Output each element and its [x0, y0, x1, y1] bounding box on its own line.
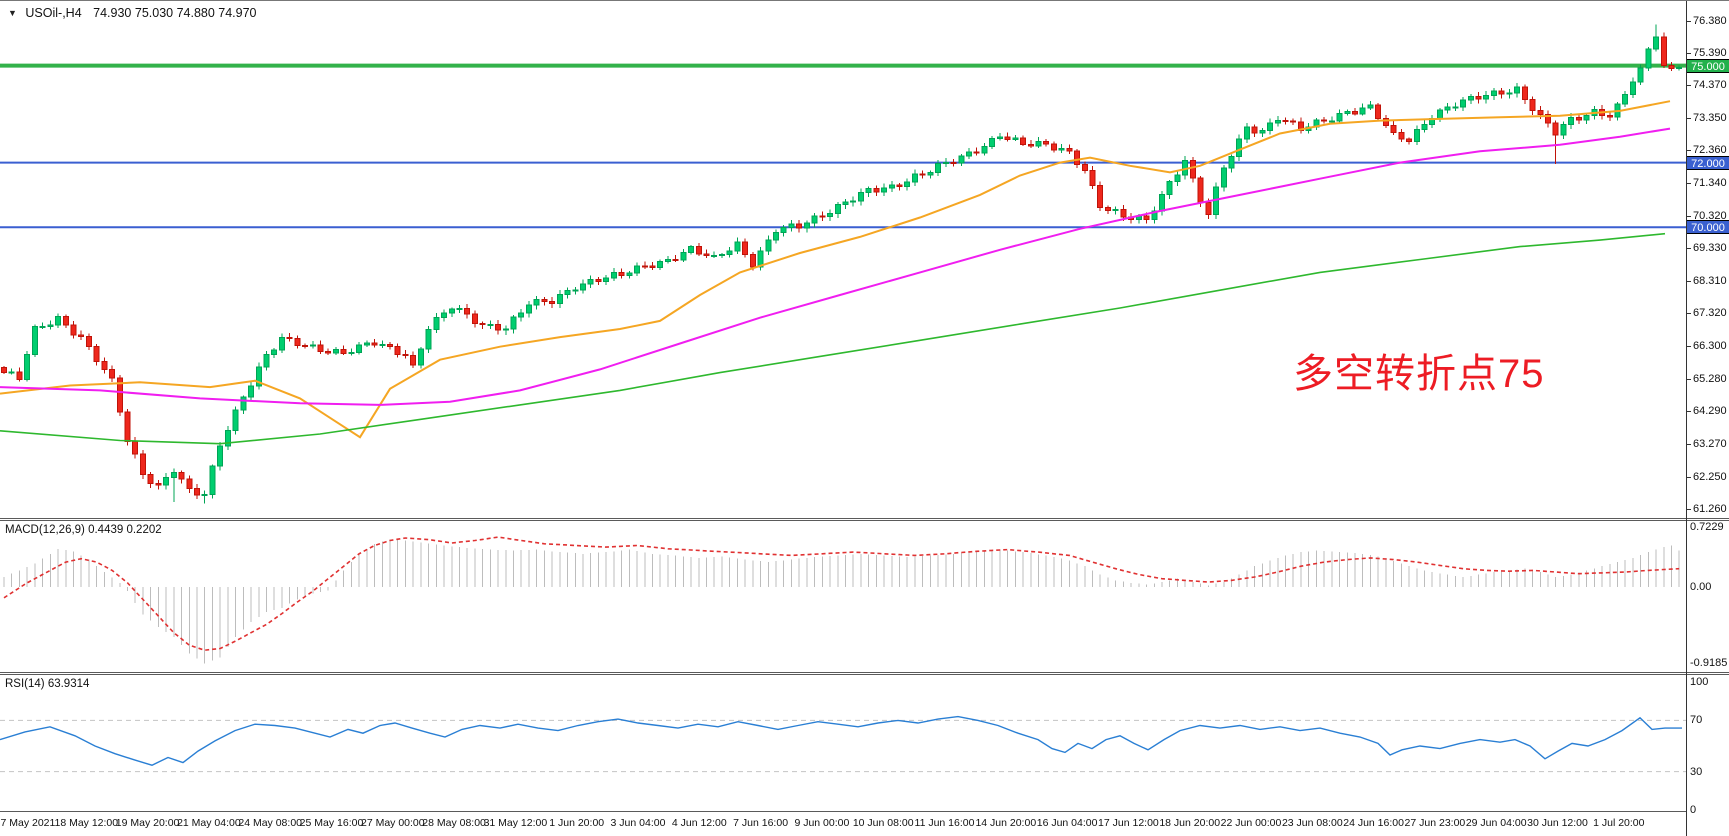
time-axis-label: 18 Jun 20:00 [1159, 817, 1221, 829]
time-axis-label: 29 Jun 04:00 [1465, 817, 1527, 829]
price-tick-label: 72.360 [1687, 144, 1727, 157]
time-axis-label: 28 May 08:00 [422, 817, 486, 829]
time-axis-label: 23 Jun 08:00 [1281, 817, 1343, 829]
time-axis-label: 19 May 20:00 [115, 817, 180, 829]
pane-separator[interactable] [0, 518, 1686, 521]
price-tick-label: 70.320 [1687, 210, 1727, 223]
time-axis-label: 22 Jun 00:00 [1220, 817, 1282, 829]
symbol-period-label: USOil-,H4 [25, 6, 82, 20]
time-axis-label: 21 May 04:00 [177, 817, 241, 829]
rsi-axis-label: 30 [1690, 765, 1703, 778]
chart-plots: ▼ USOil-,H4 74.930 75.030 74.880 74.970 … [0, 1, 1686, 836]
time-axis-label: 25 May 16:00 [299, 817, 364, 829]
pane-separator[interactable] [0, 672, 1686, 675]
rsi-label: RSI(14) 63.9314 [5, 678, 90, 690]
time-axis-label: 18 May 12:00 [54, 817, 119, 829]
macd-axis-label: -0.9185 [1690, 657, 1728, 670]
price-tick-label: 71.340 [1687, 177, 1727, 190]
price-tick-label: 62.250 [1687, 471, 1727, 484]
time-axis-label: 9 Jun 00:00 [794, 817, 850, 829]
time-axis-label: 3 Jun 04:00 [610, 817, 666, 829]
rsi-axis-label: 0 [1690, 804, 1697, 816]
gutter-separator [1687, 672, 1729, 675]
time-axis-label: 4 Jun 12:00 [671, 817, 727, 829]
time-axis-label: 27 Jun 23:00 [1404, 817, 1466, 829]
macd-axis-label: 0.00 [1690, 581, 1712, 593]
time-axis[interactable]: 17 May 2021 18 May 12:00 19 May 20:00 21 Ma… [0, 811, 1686, 836]
macd-signal-line [3, 536, 1680, 652]
rsi-axis-label: 70 [1690, 714, 1703, 727]
time-axis-label: 16 Jun 04:00 [1036, 817, 1098, 829]
price-axis[interactable]: 76.380 75.390 74.370 73.350 72.360 71.340 70.3… [1686, 1, 1729, 836]
annotation-text[interactable]: 多空转折点75 [1293, 352, 1545, 396]
price-tick-label: 61.260 [1687, 503, 1727, 516]
rsi-axis-label: 100 [1690, 676, 1709, 688]
time-axis-label: 7 Jun 16:00 [733, 817, 789, 829]
price-tick-label: 68.310 [1687, 275, 1727, 288]
time-axis-label: 17 May 2021 [0, 817, 56, 829]
time-axis-label: 24 Jun 16:00 [1343, 817, 1404, 829]
candles [1, 24, 1683, 504]
macd-axis-label: 0.7229 [1690, 520, 1724, 533]
price-tick-label: 74.370 [1687, 79, 1727, 92]
ohlc-values: 74.930 75.030 74.880 74.970 [93, 6, 257, 20]
price-line-badge: 72.000 [1687, 155, 1729, 170]
time-axis-label: 17 Jun 12:00 [1098, 817, 1159, 829]
price-tick-label: 64.290 [1687, 405, 1727, 418]
price-tick-label: 66.300 [1687, 340, 1727, 353]
price-tick-label: 63.270 [1687, 438, 1727, 451]
time-axis-label: 27 May 00:00 [360, 817, 425, 829]
time-axis-label: 10 Jun 08:00 [852, 817, 914, 829]
rsi-pane[interactable]: RSI(14) 63.9314 [0, 675, 1686, 811]
price-tick-label: 67.320 [1687, 307, 1727, 320]
price-line-badge: 75.000 [1687, 58, 1729, 73]
time-axis-label: 1 Jun 20:00 [549, 817, 605, 829]
gutter-separator [1687, 518, 1729, 521]
time-axis-label: 24 May 08:00 [238, 817, 303, 829]
time-axis-label: 31 May 12:00 [483, 817, 548, 829]
price-tick-label: 69.330 [1687, 242, 1727, 255]
rsi-line [0, 715, 1682, 766]
price-line-badge: 70.000 [1687, 220, 1729, 235]
chart-title: ▼ USOil-,H4 74.930 75.030 74.880 74.970 [8, 6, 257, 20]
time-axis-label: 30 Jun 12:00 [1527, 817, 1588, 829]
time-axis-label: 14 Jun 20:00 [975, 817, 1037, 829]
slow-ma [0, 232, 1666, 445]
price-tick-label: 76.380 [1687, 14, 1727, 27]
time-axis-label: 1 Jul 20:00 [1593, 817, 1645, 829]
price-tick-label: 65.280 [1687, 373, 1727, 386]
macd-pane[interactable]: MACD(12,26,9) 0.4439 0.2202 [0, 521, 1686, 672]
price-tick-label: 73.350 [1687, 112, 1727, 125]
time-axis-label: 11 Jun 16:00 [914, 817, 975, 829]
price-tick-label: 75.390 [1687, 46, 1727, 59]
price-pane[interactable]: ▼ USOil-,H4 74.930 75.030 74.880 74.970 … [0, 1, 1686, 518]
symbol-dropdown-icon[interactable]: ▼ [8, 8, 17, 18]
mid-ma [0, 127, 1671, 406]
macd-label: MACD(12,26,9) 0.4439 0.2202 [5, 524, 162, 536]
fast-ma [0, 100, 1671, 439]
